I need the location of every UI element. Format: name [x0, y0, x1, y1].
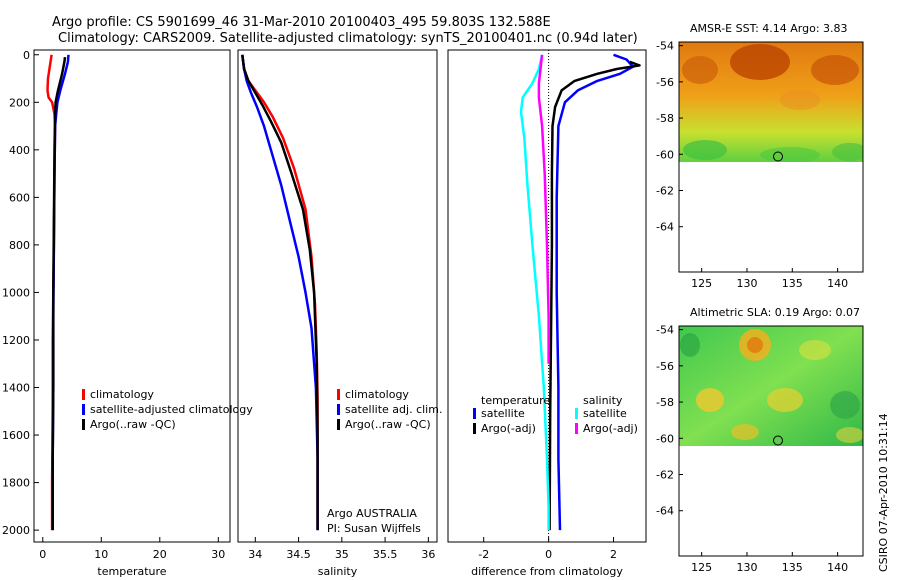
temperature-panel: 0 200 400 600 800 1000 1200 1400 1600 1800 2000 0 10…	[2, 49, 253, 578]
header-line-1: Argo profile: CS 5901699_46 31-Mar-2010 …	[52, 15, 551, 30]
series-line	[548, 60, 641, 531]
map-y-tick-label: -56	[656, 360, 674, 373]
legend-label: Argo(..raw -QC)	[90, 418, 176, 431]
map-x-tick-label: 130	[736, 561, 757, 574]
legend-swatch	[575, 423, 578, 434]
x-tick-label: 35	[335, 548, 349, 561]
sst-map-axes: -54 -56 -58 -60 -62 -64 125 130 135 140	[656, 40, 848, 290]
x-tick-label: 36	[421, 548, 435, 561]
map-y-tick-label: -62	[656, 469, 674, 482]
x-tick-label: 10	[94, 548, 108, 561]
salinity-panel: 34 34.5 35 35.5 36 salinity climatology satelli…	[237, 49, 442, 578]
annotation-text: PI: Susan Wijffels	[327, 522, 421, 535]
x-tick-label: 34.5	[286, 548, 311, 561]
sst-map-panel: AMSR-E SST: 4.14 Argo: 3.83 -54 -56 -58 -60…	[656, 22, 864, 290]
sst-map-title: AMSR-E SST: 4.14 Argo: 3.83	[690, 22, 848, 35]
sla-map-title: Altimetric SLA: 0.19 Argo: 0.07	[690, 306, 860, 319]
x-tick-label: 34	[248, 548, 262, 561]
map-y-tick-label: -54	[656, 324, 674, 337]
header-line-2: Climatology: CARS2009. Satellite-adjuste…	[58, 31, 638, 46]
plot-frame	[447, 49, 647, 543]
map-y-tick-label: -62	[656, 185, 674, 198]
map-y-tick-label: -64	[656, 221, 674, 234]
legend-label: climatology	[345, 388, 409, 401]
y-tick-label: 1400	[2, 382, 30, 395]
x-tick-label: 0	[545, 548, 552, 561]
sla-map-panel: Altimetric SLA: 0.19 Argo: 0.07 -54-56-5…	[656, 306, 864, 574]
y-tick-label: 2000	[2, 524, 30, 537]
y-tick-label: 1000	[2, 286, 30, 299]
legend-title-temperature: temperature	[481, 394, 550, 407]
sla-heatmap	[679, 326, 863, 446]
legend-label: satellite-adjusted climatology	[90, 403, 253, 416]
map-y-tick-label: -54	[656, 40, 674, 53]
legend-swatch	[337, 389, 340, 400]
x-tick-label: 30	[211, 548, 225, 561]
x-tick-label: 20	[153, 548, 167, 561]
legend-swatch	[473, 423, 476, 434]
legend-swatch	[473, 408, 476, 419]
series-line	[51, 56, 67, 531]
map-x-tick-label: 125	[691, 277, 712, 290]
legend-label: Argo(-adj)	[481, 422, 536, 435]
annotation-text: Argo AUSTRALIA	[327, 507, 417, 520]
map-y-tick-label: -58	[656, 112, 674, 125]
y-tick-label: 1800	[2, 477, 30, 490]
legend-swatch	[82, 389, 85, 400]
legend-swatch	[337, 419, 340, 430]
sla-argo-marker	[773, 435, 783, 446]
legend-title-salinity: salinity	[583, 394, 623, 407]
map-x-tick-label: 140	[827, 561, 848, 574]
y-tick-label: 400	[9, 144, 30, 157]
legend-label: satellite	[481, 407, 525, 420]
map-x-tick-label: 135	[782, 277, 803, 290]
legend-swatch	[82, 404, 85, 415]
map-x-tick-label: 130	[736, 277, 757, 290]
map-x-tick-label: 125	[691, 561, 712, 574]
map-y-tick-label: -60	[656, 148, 674, 161]
y-tick-label: 600	[9, 191, 30, 204]
y-tick-label: 800	[9, 239, 30, 252]
series-line	[537, 54, 550, 364]
plot-frame	[33, 49, 231, 543]
sst-heatmap	[679, 42, 863, 162]
series-line	[519, 54, 550, 531]
legend-swatch	[575, 408, 578, 419]
y-tick-label: 0	[23, 49, 30, 62]
series-line	[241, 54, 319, 531]
legend-label: Argo(..raw -QC)	[345, 418, 431, 431]
legend-label: Argo(-adj)	[583, 422, 638, 435]
map-y-tick-label: -64	[656, 505, 674, 518]
series-line	[241, 54, 319, 531]
x-tick-label: 2	[610, 548, 617, 561]
sla-map-axes: -54 -56 -58 -60 -62 -64 125 130 135 140	[656, 324, 848, 574]
difference-panel: -2 0 2 difference from climatology temperatu…	[447, 49, 647, 578]
y-tick-label: 1200	[2, 334, 30, 347]
sst-argo-marker	[773, 151, 783, 162]
legend-swatch	[337, 404, 340, 415]
x-axis-label: difference from climatology	[471, 565, 623, 578]
map-y-tick-label: -60	[656, 432, 674, 445]
legend-label: satellite adj. clim.	[345, 403, 442, 416]
plot-frame	[237, 49, 438, 543]
map-x-tick-label: 135	[782, 561, 803, 574]
x-tick-label: -2	[478, 548, 489, 561]
map-y-tick-label: -56	[656, 76, 674, 89]
signature: CSIRO 07-Apr-2010 10:31:14	[877, 413, 890, 572]
y-tick-label: 200	[9, 96, 30, 109]
legend-swatch	[82, 419, 85, 430]
x-axis-label: temperature	[97, 565, 166, 578]
series-line	[555, 53, 635, 531]
x-tick-label: 0	[39, 548, 46, 561]
legend-label: climatology	[90, 388, 154, 401]
x-axis-label: salinity	[318, 565, 358, 578]
map-y-tick-label: -58	[656, 396, 674, 409]
x-tick-label: 35.5	[373, 548, 398, 561]
map-x-tick-label: 140	[827, 277, 848, 290]
y-tick-label: 1600	[2, 429, 30, 442]
legend-label: satellite	[583, 407, 627, 420]
